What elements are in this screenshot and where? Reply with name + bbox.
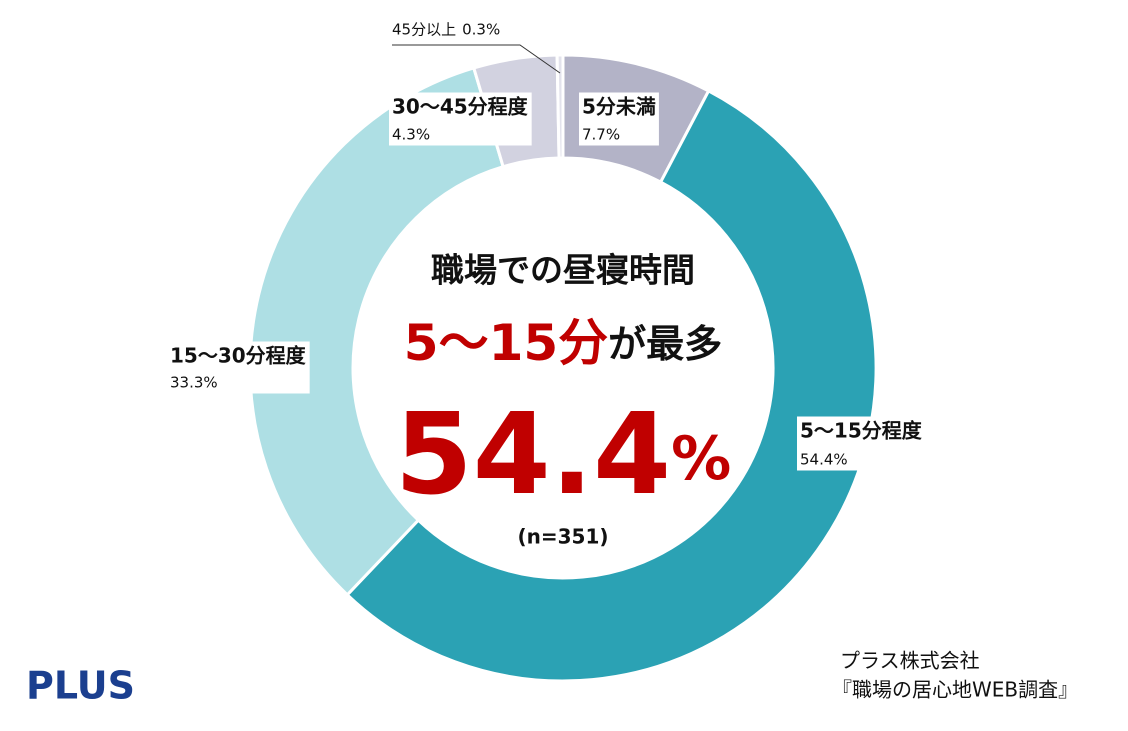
category-label: 30〜45分程度 bbox=[392, 95, 529, 119]
value-label: 4.3% bbox=[392, 126, 430, 144]
slice-label: 5分未満 7.7% bbox=[579, 92, 659, 146]
labels: 5分未満 7.7% 5〜15分程度 54.4% 15〜30分程度 33.3% 30〜45分程… bbox=[167, 18, 926, 471]
headline-number: 54.4% bbox=[395, 390, 731, 520]
slice-label: 5〜15分程度 54.4% bbox=[797, 416, 926, 471]
label-background bbox=[579, 92, 659, 146]
category-label: 15〜30分程度 bbox=[170, 344, 307, 368]
slice-label: 45分以上 0.3% bbox=[389, 18, 504, 41]
slice-label: 30〜45分程度 4.3% bbox=[389, 92, 532, 146]
value-label: 33.3% bbox=[170, 374, 218, 392]
label-background bbox=[167, 341, 310, 394]
headline-value: 54.4 bbox=[395, 390, 671, 520]
slice-label: 15〜30分程度 33.3% bbox=[167, 341, 310, 394]
source-survey: 『職場の居心地WEB調査』 bbox=[832, 678, 1078, 702]
category-label: 45分以上 bbox=[392, 21, 456, 39]
source-company: プラス株式会社 bbox=[840, 649, 980, 673]
chart-title: 職場での昼寝時間 bbox=[431, 251, 695, 290]
label-background bbox=[797, 416, 926, 471]
leader-line bbox=[392, 44, 561, 74]
value-label: 54.4% bbox=[800, 451, 848, 469]
note: (n=351) bbox=[517, 525, 608, 549]
highlight-suffix: が最多 bbox=[608, 322, 722, 366]
headline: 5〜15分が最多 bbox=[404, 314, 722, 372]
highlight: 5〜15分 bbox=[404, 314, 608, 372]
logo: PLUS bbox=[26, 664, 135, 708]
donut-slice bbox=[555, 53, 565, 160]
donut-slice bbox=[248, 66, 506, 597]
label-background bbox=[389, 18, 504, 41]
value-label: 0.3% bbox=[462, 21, 500, 39]
label-background bbox=[389, 92, 532, 146]
category-label: 5〜15分程度 bbox=[800, 419, 923, 443]
value-label: 7.7% bbox=[582, 126, 620, 144]
donut-slice bbox=[345, 88, 878, 683]
category-label: 5分未満 bbox=[582, 95, 656, 119]
headline-unit: % bbox=[671, 424, 731, 494]
